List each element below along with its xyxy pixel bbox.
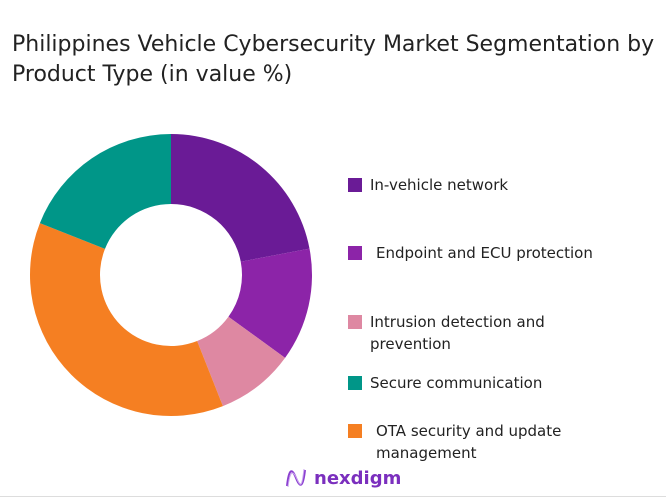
legend-item: Secure communication [348, 372, 542, 394]
legend-swatch [348, 178, 362, 192]
legend-item: In-vehicle network [348, 174, 508, 196]
logo-icon [286, 468, 306, 488]
logo-text: nexdigm [314, 467, 402, 489]
donut-slice-secure-communication [39, 134, 171, 249]
legend-label: Secure communication [370, 374, 543, 392]
legend-label: In-vehicle network [370, 176, 509, 194]
legend-label: Endpoint and ECU protection [376, 244, 593, 262]
legend-item: Endpoint and ECU protection [348, 242, 593, 264]
legend-item: OTA security and update management [348, 420, 608, 464]
legend-label: OTA security and update management [376, 422, 562, 462]
legend-label: Intrusion detection and prevention [370, 313, 545, 353]
legend-swatch [348, 424, 362, 438]
nexdigm-logo: nexdigm [284, 466, 401, 490]
donut-slice-endpoint-and-ecu-protection [228, 248, 312, 358]
donut-slice-intrusion-detection-and-prevention [197, 316, 286, 407]
legend-swatch [348, 315, 362, 329]
legend-swatch [348, 246, 362, 260]
donut-slice-in-vehicle-network [171, 134, 310, 262]
legend-swatch [348, 376, 362, 390]
chart-title: Philippines Vehicle Cybersecurity Market… [12, 32, 655, 87]
donut-slice-ota-security-and-update-management [30, 223, 223, 416]
footer-divider [0, 496, 666, 497]
legend-item: Intrusion detection and prevention [348, 311, 588, 355]
